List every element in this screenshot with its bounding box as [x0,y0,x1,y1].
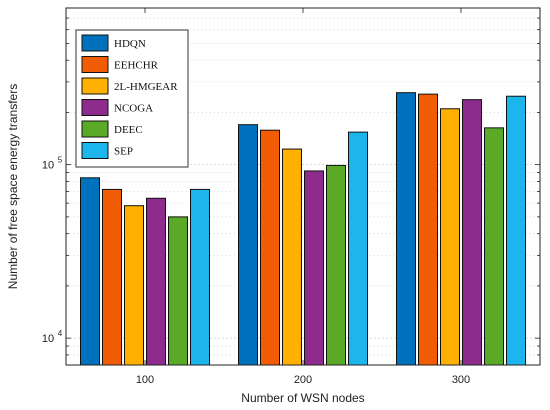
legend-swatch [81,56,109,73]
legend-label: EEHCHR [114,60,159,72]
x-axis-ticks: 100 200 300 [136,8,470,386]
bar-ncoga-200 [304,170,324,366]
x-tick-label: 200 [294,374,312,386]
bar-2l-hmgear-300 [440,108,460,366]
bar-sep-100 [190,188,210,366]
bar-deec-100 [168,216,188,366]
legend-swatch [81,34,109,52]
bar-ncoga-100 [146,197,166,366]
bar-ncoga-300 [462,99,482,366]
bar-2l-hmgear-200 [282,148,302,366]
legend-box [75,29,189,168]
legend-swatch [81,77,109,95]
bar-groups [80,92,526,366]
x-axis-label: Number of WSN nodes [241,391,364,405]
y-tick-label: 10 [42,333,54,345]
legend-swatch [81,142,109,159]
legend-swatch [81,99,109,116]
y-axis-label: Number of free space energy transfers [6,84,20,289]
legend-label: DEEC [114,124,143,136]
legend-swatch [81,120,109,138]
legend-label: HDQN [114,38,146,50]
legend-label: SEP [114,146,133,158]
bar-deec-300 [484,127,504,366]
legend: HDQN EEHCHR 2L-HMGEAR NCOGA DEEC SEP [75,29,189,168]
y-tick-label-exponent: 4 [58,329,63,338]
bar-hdqn-200 [238,124,258,366]
legend-label: NCOGA [114,103,153,115]
y-tick-label: 10 [42,160,54,172]
y-tick-label-exponent: 5 [58,156,63,165]
bar-eehchr-300 [418,93,438,366]
x-tick-label: 300 [452,374,470,386]
y-axis-ticks: 10 4 10 5 [42,7,540,366]
bar-deec-200 [326,164,346,366]
bar-2l-hmgear-100 [124,205,144,366]
bar-hdqn-300 [396,92,416,366]
bar-eehchr-100 [102,188,122,366]
bar-hdqn-100 [80,177,100,366]
bar-sep-300 [506,95,526,366]
x-tick-label: 100 [136,374,154,386]
legend-label: 2L-HMGEAR [114,81,178,93]
bar-eehchr-200 [260,129,280,366]
bar-sep-200 [348,131,368,366]
